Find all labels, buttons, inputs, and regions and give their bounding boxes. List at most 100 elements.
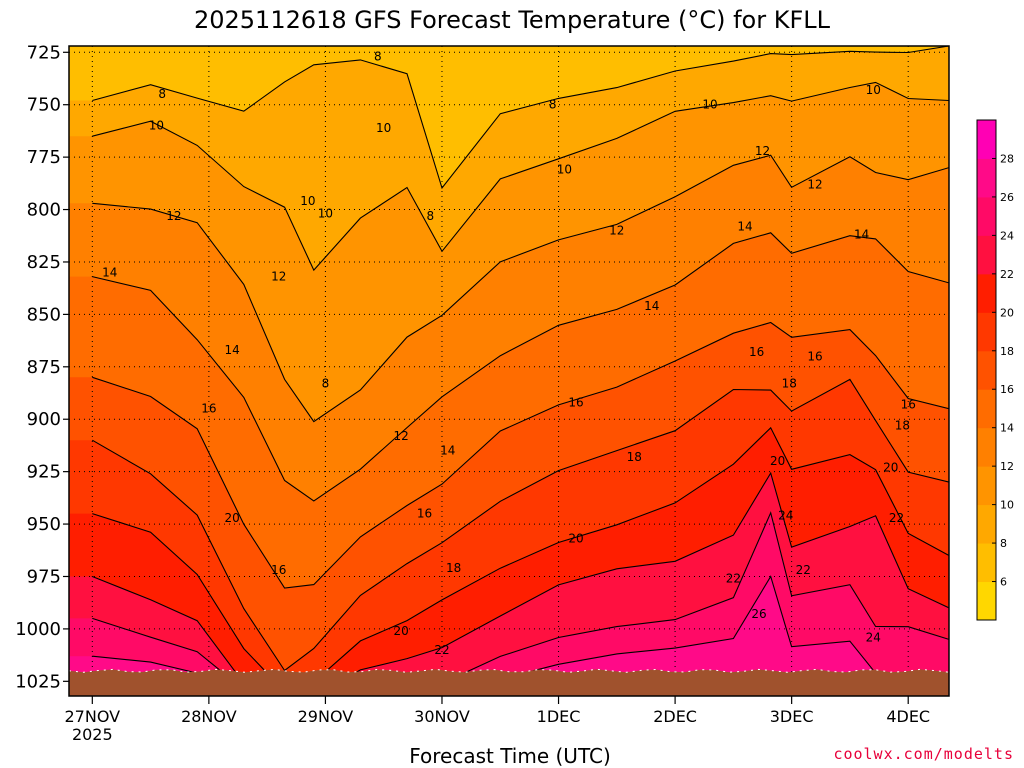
contour-label-22: 22 xyxy=(726,572,741,586)
colorbar-segment-10 xyxy=(977,466,996,506)
contour-label-16: 16 xyxy=(749,345,764,359)
x-tick-label-1DEC: 1DEC xyxy=(537,707,581,726)
contour-label-12: 12 xyxy=(166,209,181,223)
y-tick-label-750: 750 xyxy=(27,95,61,116)
y-tick-label-800: 800 xyxy=(27,200,61,221)
colorbar-label-8: 8 xyxy=(1000,537,1007,550)
colorbar-label-22: 22 xyxy=(1000,268,1014,281)
colorbar-label-26: 26 xyxy=(1000,191,1014,204)
ground-layer xyxy=(69,668,949,696)
contour-label-22: 22 xyxy=(796,563,811,577)
isotherm-18 xyxy=(92,378,949,672)
contour-label-24: 24 xyxy=(866,630,881,644)
credit-link[interactable]: coolwx.com/modelts xyxy=(833,745,1014,763)
contour-label-8: 8 xyxy=(549,98,557,112)
contour-label-10: 10 xyxy=(149,119,164,133)
isotherm-16 xyxy=(92,321,949,589)
contour-label-10: 10 xyxy=(866,83,881,97)
contour-label-20: 20 xyxy=(394,624,409,638)
contour-label-26: 26 xyxy=(751,607,766,621)
y-tick-label-975: 975 xyxy=(27,566,61,587)
band-26-plus xyxy=(69,576,949,696)
colorbar-label-28: 28 xyxy=(1000,152,1014,165)
colorbar-label-24: 24 xyxy=(1000,229,1014,242)
y-tick-label-775: 775 xyxy=(27,147,61,168)
x-tick-year-label: 2025 xyxy=(72,725,113,744)
contour-label-16: 16 xyxy=(807,349,822,363)
contour-label-14: 14 xyxy=(854,228,869,242)
contour-label-18: 18 xyxy=(627,450,642,464)
colorbar-label-12: 12 xyxy=(1000,460,1014,473)
colorbar-segment-28 xyxy=(977,120,996,159)
contour-label-18: 18 xyxy=(446,561,461,575)
ground-fill xyxy=(69,669,949,696)
colorbar-segment-6 xyxy=(977,543,996,583)
x-tick-label-4DEC: 4DEC xyxy=(886,707,930,726)
colorbar: 6 8 10 12 14 16 18 20 22 24 26 28 xyxy=(976,119,1014,621)
contour-label-22: 22 xyxy=(889,511,904,525)
contour-label-22: 22 xyxy=(434,643,449,657)
colorbar-segment-26 xyxy=(977,158,996,198)
y-tick-label-1025: 1025 xyxy=(15,671,61,692)
contour-label-16: 16 xyxy=(901,398,916,412)
y-tick-label-825: 825 xyxy=(27,252,61,273)
plot-frame xyxy=(68,45,950,697)
plot-area: 8888810101010101010121212121212141414141… xyxy=(69,46,949,696)
colorbar-label-20: 20 xyxy=(1000,306,1014,319)
contour-label-14: 14 xyxy=(440,444,455,458)
contour-label-8: 8 xyxy=(427,209,435,223)
colorbar-segment-18 xyxy=(977,312,996,352)
contour-labels: 8888810101010101010121212121212141414141… xyxy=(102,49,916,656)
isotherm-10 xyxy=(92,81,949,272)
contour-label-16: 16 xyxy=(271,563,286,577)
x-tick-label-30NOV: 30NOV xyxy=(414,707,470,726)
contour-label-20: 20 xyxy=(568,532,583,546)
contour-label-12: 12 xyxy=(394,429,409,443)
contour-label-14: 14 xyxy=(225,343,240,357)
contour-label-8: 8 xyxy=(158,87,166,101)
contour-label-10: 10 xyxy=(318,207,333,221)
temperature-fill-bands xyxy=(69,46,949,696)
contour-label-16: 16 xyxy=(568,395,583,409)
contour-label-10: 10 xyxy=(376,121,391,135)
isotherm-contours xyxy=(92,46,949,696)
contour-label-8: 8 xyxy=(374,49,382,63)
contour-label-10: 10 xyxy=(702,98,717,112)
contour-label-10: 10 xyxy=(557,163,572,177)
colorbar-segment-12 xyxy=(977,427,996,467)
x-axis-label: Forecast Time (UTC) xyxy=(409,744,611,768)
colorbar-segment-4 xyxy=(977,581,996,621)
colorbar-label-6: 6 xyxy=(1000,576,1007,589)
x-axis: 27NOV 28NOV 29NOV 30NOV 1DEC 2DEC 3DEC 4DEC 2025 xyxy=(65,696,930,744)
isotherm-8 xyxy=(92,46,949,190)
y-tick-label-950: 950 xyxy=(27,514,61,535)
y-tick-label-875: 875 xyxy=(27,357,61,378)
contour-label-12: 12 xyxy=(755,144,770,158)
y-tick-label-900: 900 xyxy=(27,409,61,430)
y-axis: 725 750 775 800 825 850 875 900 925 950 975 1000 102… xyxy=(15,42,69,692)
colorbar-segment-22 xyxy=(977,235,996,275)
colorbar-segment-20 xyxy=(977,273,996,313)
grid-lines xyxy=(69,46,949,696)
contour-label-14: 14 xyxy=(102,265,117,279)
colorbar-segment-24 xyxy=(977,196,996,236)
surface-line xyxy=(69,668,949,673)
contour-label-8: 8 xyxy=(322,377,330,391)
contour-label-10: 10 xyxy=(300,194,315,208)
isotherm-20 xyxy=(92,426,949,693)
chart-title: 2025112618 GFS Forecast Temperature (°C)… xyxy=(194,6,831,34)
x-tick-label-27NOV: 27NOV xyxy=(65,707,121,726)
contour-label-12: 12 xyxy=(271,270,286,284)
contour-label-20: 20 xyxy=(883,460,898,474)
contour-label-12: 12 xyxy=(609,224,624,238)
colorbar-label-10: 10 xyxy=(1000,499,1014,512)
colorbar-segment-8 xyxy=(977,504,996,544)
contour-label-14: 14 xyxy=(737,219,752,233)
contour-label-16: 16 xyxy=(417,507,432,521)
contour-label-20: 20 xyxy=(770,454,785,468)
y-tick-label-725: 725 xyxy=(27,42,61,63)
contour-label-18: 18 xyxy=(782,377,797,391)
contour-label-20: 20 xyxy=(225,511,240,525)
x-tick-label-28NOV: 28NOV xyxy=(181,707,237,726)
